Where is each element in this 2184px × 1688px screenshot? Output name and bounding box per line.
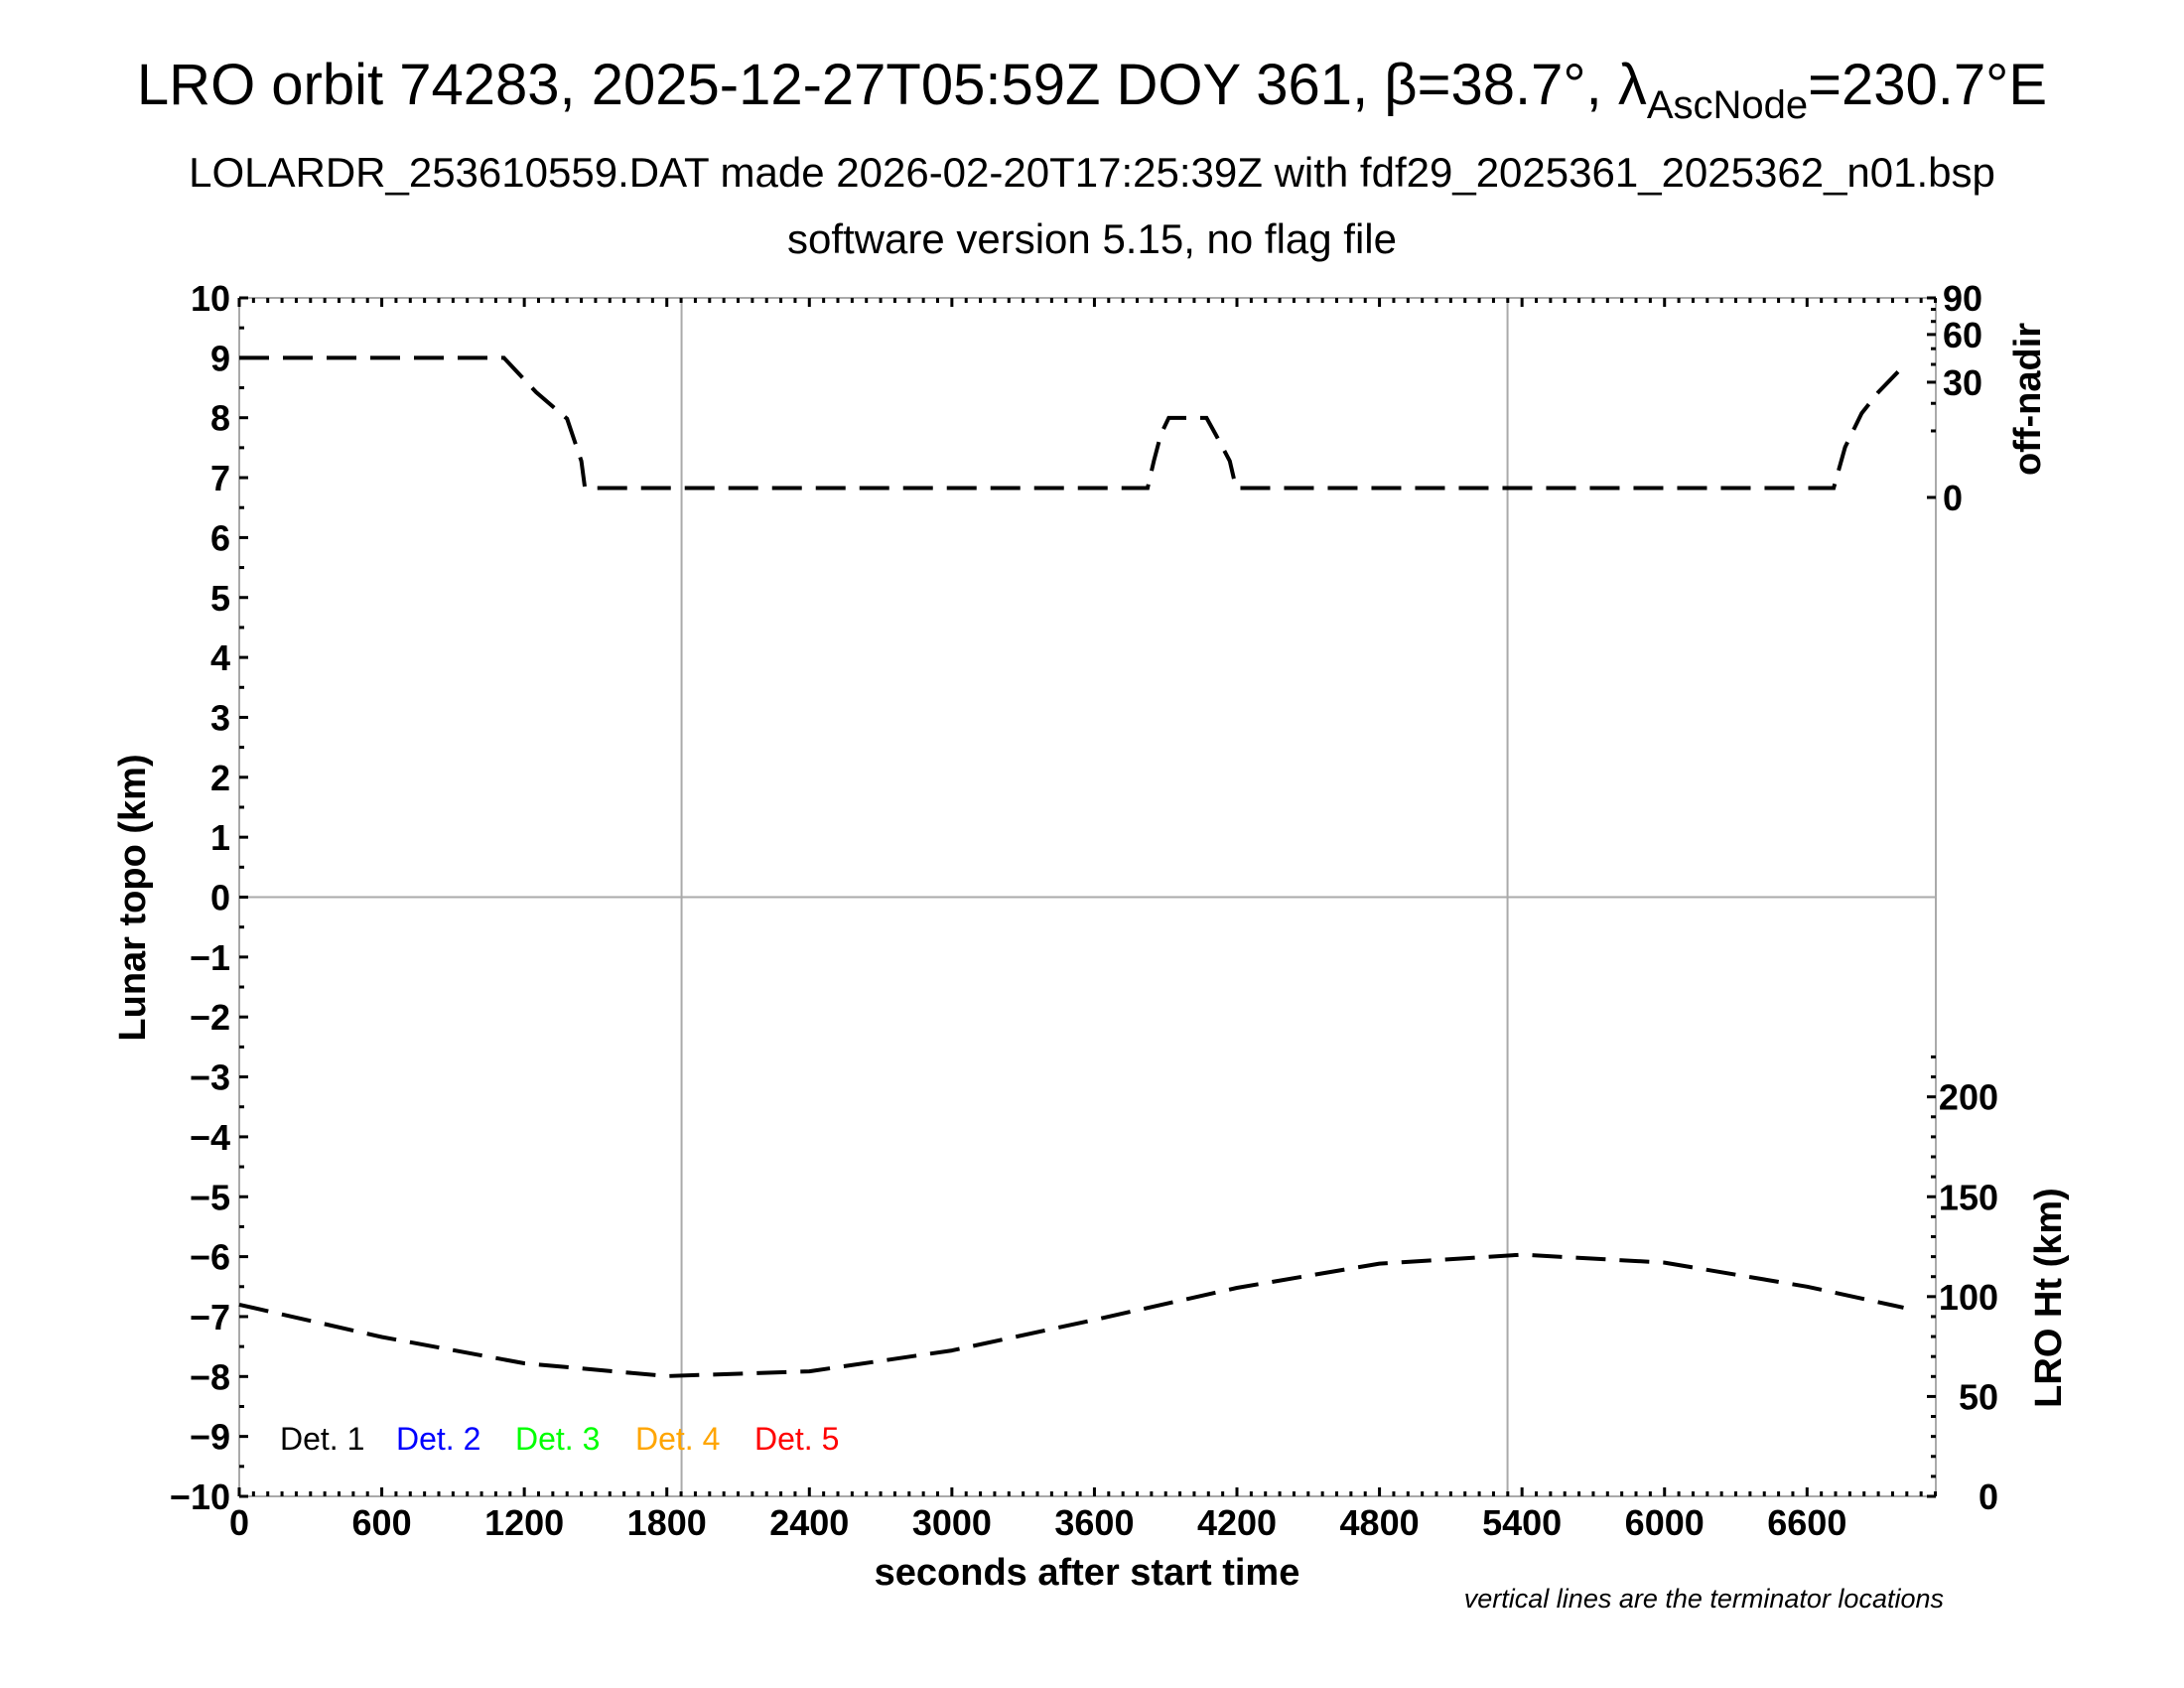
y-tick-label: −10 [170,1477,230,1517]
y-tick-label: 10 [191,278,230,319]
legend-entry: Det. 1 [280,1421,364,1457]
y-tick-label: 2 [210,758,230,798]
y-tick-label: −5 [190,1177,230,1217]
x-tick-label: 6000 [1625,1502,1705,1543]
ht-tick-label: 200 [1939,1077,1998,1118]
y-tick-label: 7 [210,458,230,498]
x-tick-label: 1800 [627,1502,707,1543]
chart-title: LRO orbit 74283, 2025-12-27T05:59Z DOY 3… [137,53,2047,127]
y-axis-label-left: Lunar topo (km) [112,754,154,1041]
y-tick-label: 1 [210,817,230,858]
y-tick-label: 8 [210,398,230,439]
x-tick-label: 3000 [912,1502,992,1543]
y-tick-label: −3 [190,1057,230,1098]
x-tick-label: 4200 [1197,1502,1277,1543]
footnote: vertical lines are the terminator locati… [1464,1584,1944,1614]
off-nadir-tick-label: 0 [1943,478,1963,518]
y-axis-label-lro-ht: LRO Ht (km) [2028,1188,2070,1408]
off-nadir-tick-label: 60 [1943,315,1982,355]
y-tick-label: 5 [210,578,230,619]
x-tick-label: 6600 [1767,1502,1846,1543]
x-tick-label: 5400 [1482,1502,1562,1543]
plot-area: 0 600 1200 1800 2400 3000 3600 4200 4800 5400 6000… [170,278,1998,1543]
y-tick-label: −1 [190,937,230,978]
y-tick-label: −8 [190,1356,230,1397]
off-nadir-tick-label: 90 [1943,278,1982,319]
x-tick-label: 4800 [1340,1502,1420,1543]
legend-entry: Det. 5 [754,1421,839,1457]
chart-subtitle-2: software version 5.15, no flag file [787,215,1397,262]
y-tick-label: 3 [210,697,230,738]
y-tick-label: 9 [210,338,230,378]
x-tick-label: 3600 [1054,1502,1134,1543]
off-nadir-line [239,355,1905,491]
legend-entry: Det. 3 [515,1421,600,1457]
x-axis-label: seconds after start time [875,1552,1300,1594]
ht-tick-label: 0 [1979,1477,1998,1517]
y-tick-label: −9 [190,1417,230,1458]
y-tick-label: 4 [210,637,230,678]
ht-tick-label: 50 [1959,1376,1998,1417]
x-tick-label: 0 [229,1502,249,1543]
legend-entry: Det. 4 [635,1421,720,1457]
x-tick-label: 1200 [484,1502,564,1543]
y-tick-label: −4 [190,1117,230,1158]
legend-entry: Det. 2 [396,1421,480,1457]
y-tick-label: −7 [190,1297,230,1337]
x-tick-label: 2400 [769,1502,849,1543]
ht-tick-label: 150 [1939,1177,1998,1217]
ht-tick-label: 100 [1939,1277,1998,1318]
y-tick-label: −2 [190,997,230,1038]
y-axis-label-off-nadir: off-nadir [2007,323,2049,476]
chart-subtitle: LOLARDR_253610559.DAT made 2026-02-20T17… [189,149,1995,196]
y-tick-label: 0 [210,878,230,918]
off-nadir-tick-label: 30 [1943,362,1982,403]
y-tick-label: −6 [190,1237,230,1278]
x-tick-label: 600 [352,1502,412,1543]
y-tick-label: 6 [210,517,230,558]
lro-ht-line [238,1252,1904,1378]
